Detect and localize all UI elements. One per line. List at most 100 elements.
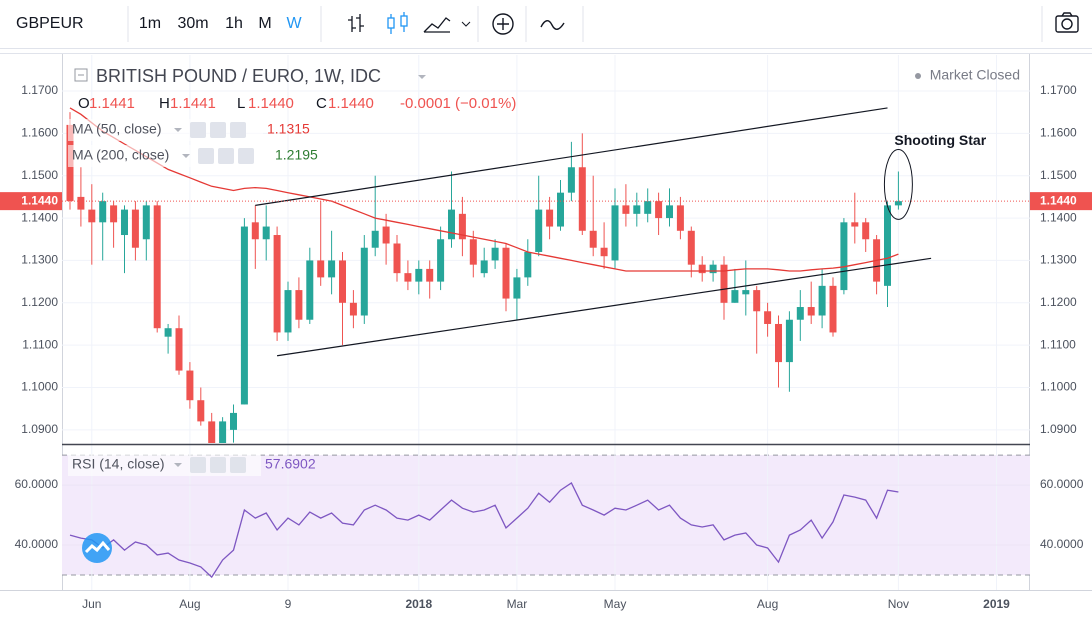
candle-body [208,421,216,443]
candle-body [197,400,205,422]
snapshot-icon[interactable] [1055,12,1079,33]
candle-body [382,226,390,244]
candle-body [404,273,412,282]
interval[interactable]: 30m [177,15,208,32]
candle-body [655,201,663,219]
x-tick-label: May [604,597,627,611]
legend-icon [210,457,226,473]
legend-icon [230,457,246,473]
candle-body [578,167,586,231]
candle-body [785,319,793,363]
candle-body [535,209,543,252]
ohlc-change: -0.0001 (−0.01%) [400,95,516,112]
candle-body [600,247,608,257]
annotation-ellipse [883,148,913,220]
ohlc-label: H [159,95,170,112]
candle-body [77,196,85,210]
legend-name: MA (200, close) [72,147,169,163]
candle-body [698,264,706,274]
x-tick-label: Jun [82,597,101,611]
rsi-line [69,482,899,579]
candle-body [142,205,150,240]
candle-body [339,260,346,303]
legend-icon [210,122,226,138]
candle-body [153,205,161,329]
legend-value: 57.6902 [265,456,316,472]
y-tick-label-right: 40.0000 [1040,537,1084,551]
chart-title: BRITISH POUND / EURO, 1W, IDC [96,66,381,86]
interval[interactable]: 1m [139,15,161,32]
candle-body [328,260,336,278]
candle-body [437,239,445,282]
candle-body [502,247,510,299]
candle-body [110,205,118,223]
candle-body [251,222,259,240]
candle-body [589,230,597,248]
legend-icon [238,148,254,164]
candle-style-icon[interactable] [387,12,408,34]
legend-icon [190,457,206,473]
candle-body [262,226,270,240]
candle-body [731,290,739,303]
candle-body [175,328,183,371]
candle-body [796,307,804,320]
interval[interactable]: 1h [225,15,243,32]
y-tick-label-left: 60.0000 [15,477,59,491]
candle-body [426,268,434,282]
y-tick-label-right: 1.1100 [1040,337,1076,351]
legend-value: 1.2195 [275,147,318,163]
ohlc-value: 1.1441 [170,95,216,112]
legend-dropdown [174,128,182,132]
candle-body [306,260,314,320]
candle-body [644,201,652,214]
y-tick-label-left: 1.1000 [21,380,58,394]
title-dropdown[interactable] [418,75,426,79]
dropdown-icon[interactable] [461,21,471,27]
candle-body [295,290,303,320]
candle-body [371,230,379,248]
x-tick-label: Aug [757,597,778,611]
market-status: Market Closed [930,67,1020,83]
candle-body [622,205,630,214]
legend-icon [190,122,206,138]
symbol[interactable]: GBPEUR [16,15,84,32]
collapse-icon[interactable] [74,68,88,82]
candle-body [666,205,673,219]
bar-style-icon[interactable] [348,14,364,32]
trendline [277,257,932,357]
y-tick-label-left: 1.1200 [21,295,58,309]
y-tick-label-left: 40.0000 [15,537,59,551]
candle-body [121,209,128,236]
interval[interactable]: W [286,15,302,32]
legend-icon [198,148,214,164]
legend-icon [230,122,246,138]
x-tick-label: 9 [285,597,292,611]
candle-body [393,243,401,274]
candle-body [415,268,423,282]
candle-body [317,260,325,278]
area-style-icon[interactable] [423,17,451,33]
y-tick-label-left: 1.0900 [21,422,58,436]
candle-body [742,290,750,295]
y-tick-label-left: 1.1600 [21,126,58,140]
moving-average [69,107,899,272]
candle-body [894,201,902,206]
candle-body [720,264,728,303]
candle-body [764,311,772,324]
candle-body [240,226,248,405]
candle-body [230,412,237,430]
indicators-icon[interactable] [492,13,514,35]
compare-icon[interactable] [540,20,565,30]
y-tick-label-left: 1.1400 [21,210,58,224]
rsi-pane [69,482,899,579]
candle-body [829,285,837,333]
last-price-box-right [1030,192,1092,211]
y-tick-label-right: 1.1400 [1040,210,1077,224]
interval[interactable]: M [258,15,271,32]
candle-body [88,209,96,223]
legend-icon [218,148,234,164]
x-tick-label: 2019 [983,597,1010,611]
ohlc-value: 1.1440 [328,95,374,112]
y-tick-label-right: 1.1600 [1040,126,1077,140]
